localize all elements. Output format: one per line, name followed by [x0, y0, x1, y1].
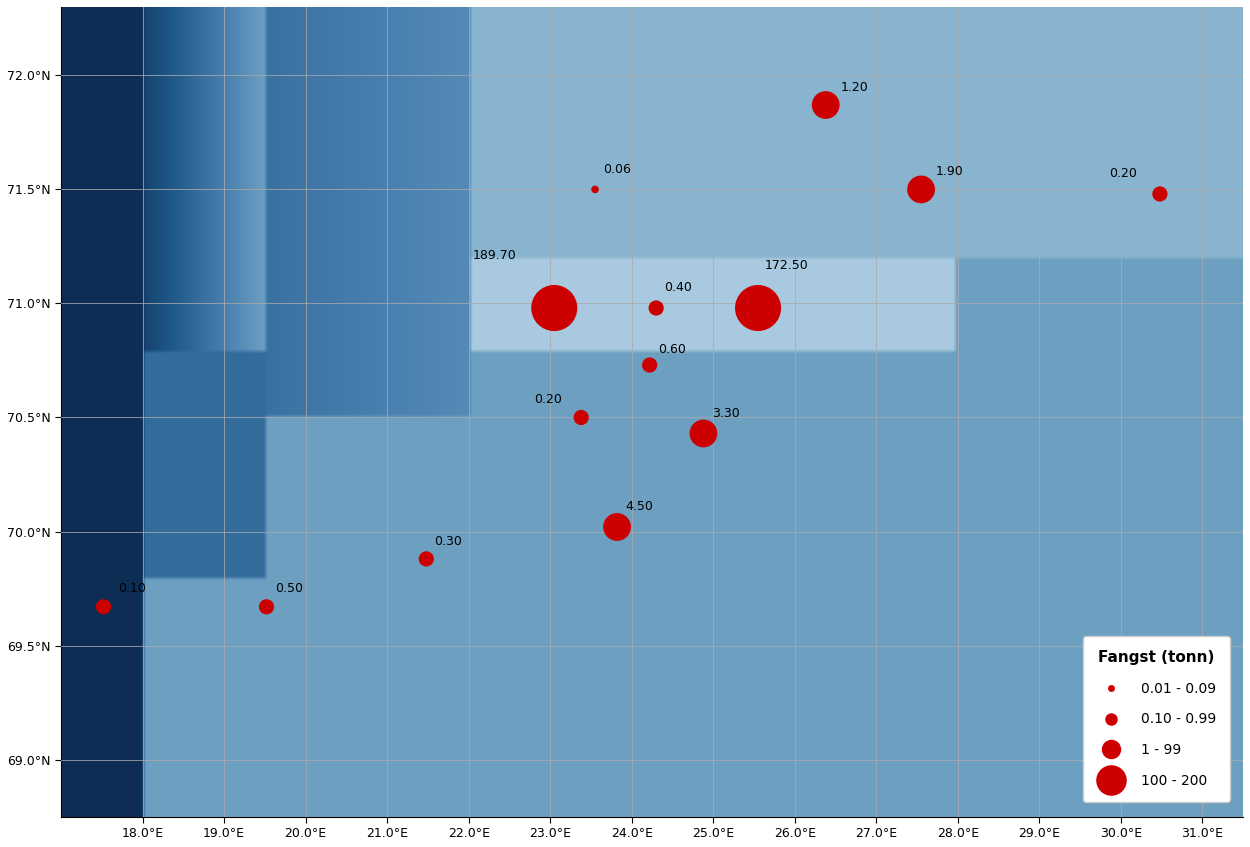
Text: 1.90: 1.90: [936, 165, 964, 178]
Text: 0.20: 0.20: [1109, 168, 1138, 180]
Text: 189.70: 189.70: [472, 249, 516, 263]
Point: [694, 427, 714, 440]
Legend: 0.01 - 0.09, 0.10 - 0.99, 1 - 99, 100 - 200: 0.01 - 0.09, 0.10 - 0.99, 1 - 99, 100 - …: [1082, 636, 1230, 801]
Text: 0.06: 0.06: [604, 163, 631, 175]
Text: 0.20: 0.20: [534, 393, 561, 406]
Point: [816, 98, 836, 112]
Text: 0.30: 0.30: [435, 534, 462, 547]
Text: 4.50: 4.50: [625, 501, 652, 513]
Point: [585, 183, 605, 197]
Point: [571, 411, 591, 424]
Text: 3.30: 3.30: [711, 407, 739, 420]
Text: 0.40: 0.40: [664, 281, 692, 294]
Point: [748, 302, 768, 315]
Point: [608, 520, 628, 534]
Point: [911, 183, 931, 197]
Text: 1.20: 1.20: [840, 80, 869, 94]
Text: 0.10: 0.10: [119, 583, 146, 595]
Text: 0.60: 0.60: [658, 343, 686, 356]
Point: [646, 302, 666, 315]
Point: [94, 600, 114, 613]
Point: [256, 600, 276, 613]
Point: [544, 302, 564, 315]
Point: [1150, 187, 1170, 201]
Point: [416, 552, 436, 566]
Text: 172.50: 172.50: [765, 258, 809, 272]
Text: 0.50: 0.50: [275, 583, 302, 595]
Point: [640, 358, 660, 372]
